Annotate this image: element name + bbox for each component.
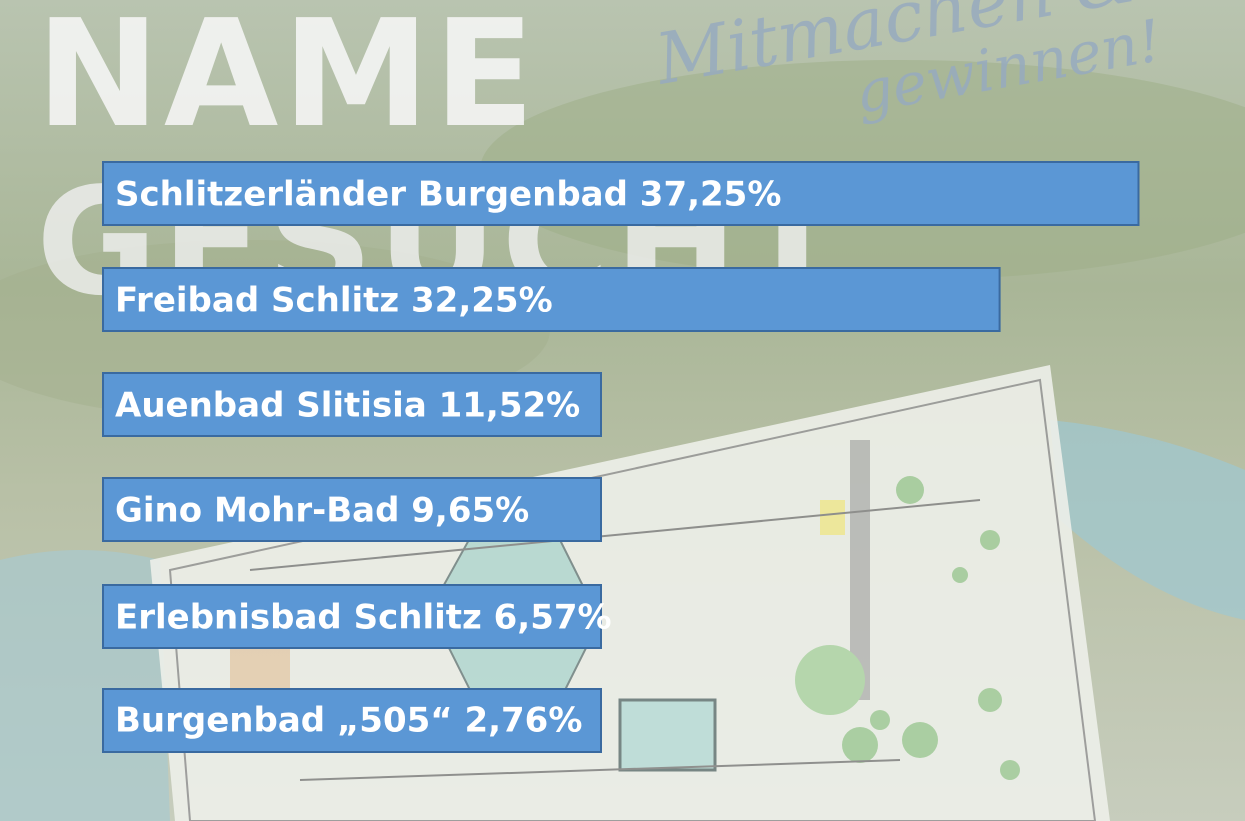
value-label: 2,76% xyxy=(453,701,583,741)
bar-label: Freibad Schlitz 32,25% xyxy=(115,281,553,321)
bar xyxy=(102,584,602,649)
bar xyxy=(102,161,1140,226)
bar-label: Gino Mohr-Bad 9,65% xyxy=(115,491,529,531)
category-label: Auenbad Slitisia xyxy=(115,386,427,426)
bar xyxy=(102,267,1001,332)
value-label: 6,57% xyxy=(482,598,612,638)
bar-label: Schlitzerländer Burgenbad 37,25% xyxy=(115,175,781,215)
category-label: Gino Mohr-Bad xyxy=(115,491,399,531)
bar-label: Erlebnisbad Schlitz 6,57% xyxy=(115,598,612,638)
category-label: Freibad Schlitz xyxy=(115,281,399,321)
value-label: 32,25% xyxy=(399,281,552,321)
value-label: 37,25% xyxy=(628,175,781,215)
bar-label: Burgenbad „505“ 2,76% xyxy=(115,701,582,741)
headline-name: NAME xyxy=(36,0,539,160)
bar xyxy=(102,688,602,753)
value-label: 11,52% xyxy=(427,386,580,426)
category-label: Schlitzerländer Burgenbad xyxy=(115,175,628,215)
category-label: Erlebnisbad Schlitz xyxy=(115,598,482,638)
bar xyxy=(102,477,602,542)
bar xyxy=(102,372,602,437)
category-label: Burgenbad „505“ xyxy=(115,701,453,741)
bar-label: Auenbad Slitisia 11,52% xyxy=(115,386,580,426)
value-label: 9,65% xyxy=(399,491,529,531)
